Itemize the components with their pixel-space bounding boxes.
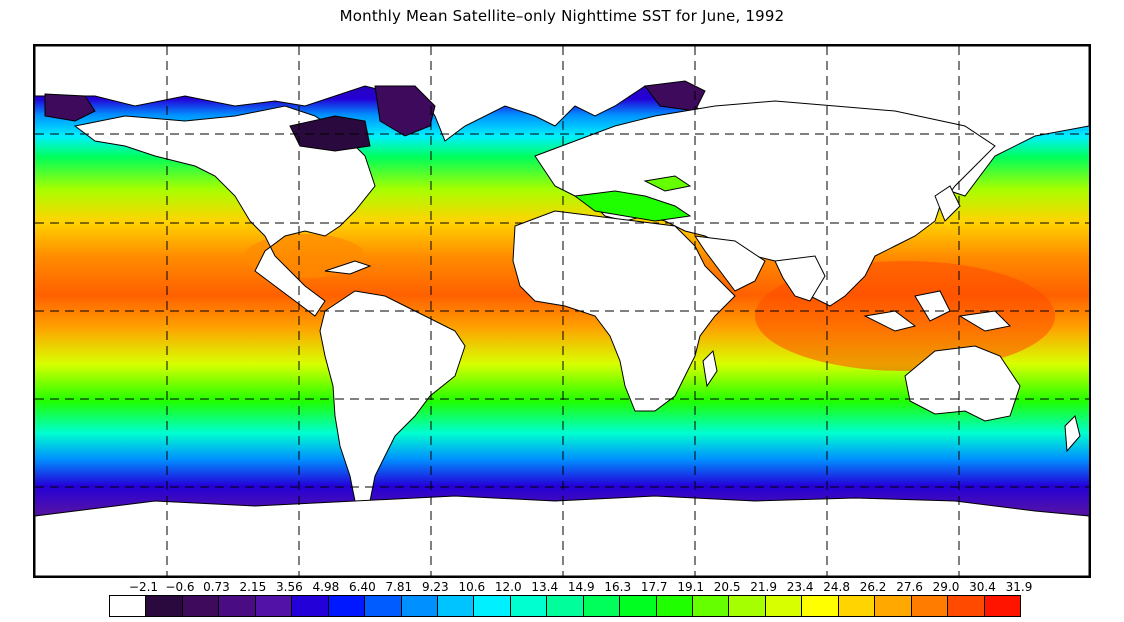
- legend-swatch: [693, 596, 730, 616]
- madagascar: [702, 349, 718, 388]
- arabian-peninsula: [693, 235, 766, 292]
- legend-label: 17.7: [640, 580, 668, 594]
- legend-swatch: [510, 596, 548, 616]
- legend-label: 16.3: [604, 580, 632, 594]
- legend-label: 9.23: [421, 580, 449, 594]
- legend-label: 23.4: [786, 580, 814, 594]
- legend-swatch: [328, 596, 366, 616]
- legend-label: 30.4: [969, 580, 996, 594]
- legend-label: −0.6: [165, 580, 195, 594]
- legend-label: 29.0: [932, 580, 960, 594]
- legend-labels: −2.1 −0.6 0.73 2.15 3.56 4.98 6.40 7.81 9.23 10.6…: [0, 580, 1124, 596]
- chart-title: Monthly Mean Satellite–only Nighttime SS…: [339, 7, 785, 25]
- legend-label: 7.81: [385, 580, 413, 594]
- japan: [934, 185, 961, 222]
- legend-swatch: [948, 596, 985, 616]
- legend-swatch: [437, 596, 475, 616]
- legend-swatch: [401, 596, 438, 616]
- legend-label: 31.9: [1005, 580, 1033, 594]
- legend-swatch: [875, 596, 912, 616]
- legend-swatch: [146, 596, 183, 616]
- legend-label: 10.6: [458, 580, 486, 594]
- legend-label: 24.8: [823, 580, 850, 594]
- legend-swatch: [620, 596, 657, 616]
- legend-swatch: [729, 596, 766, 616]
- kara-sea: [644, 80, 706, 112]
- new-guinea: [958, 310, 1012, 332]
- legend-swatch: [219, 596, 256, 616]
- legend-label: 4.98: [312, 580, 340, 594]
- legend-label: 12.0: [494, 580, 522, 594]
- legend-label: −2.1: [128, 580, 159, 594]
- graticule: [35, 46, 1089, 576]
- legend-swatch: [984, 596, 1020, 616]
- legend-swatch: [365, 596, 402, 616]
- legend-swatch: [182, 596, 220, 616]
- legend-swatch: [765, 596, 803, 616]
- legend-swatch: [292, 596, 329, 616]
- legend-label: 21.9: [750, 580, 777, 594]
- legend-label: 27.6: [896, 580, 923, 594]
- legend-swatch: [255, 596, 293, 616]
- mediterranean-sea: [573, 190, 692, 222]
- sst-map: [33, 44, 1091, 578]
- legend-swatch: [656, 596, 693, 616]
- legend-swatch: [547, 596, 584, 616]
- caribbean-islands: [324, 260, 372, 275]
- south-america: [319, 290, 466, 502]
- legend-label: 19.1: [677, 580, 705, 594]
- legend-label: 14.9: [567, 580, 595, 594]
- hudson-bay: [289, 115, 371, 152]
- legend-swatch: [110, 596, 147, 616]
- antarctica: [35, 495, 1089, 576]
- legend-swatch: [838, 596, 876, 616]
- legend-swatch: [911, 596, 949, 616]
- legend-label: 13.4: [531, 580, 559, 594]
- legend-swatch: [802, 596, 839, 616]
- baffin-bay: [374, 85, 436, 137]
- color-legend: [109, 595, 1021, 617]
- black-sea: [643, 175, 692, 192]
- legend-label: 3.56: [276, 580, 303, 594]
- legend-swatch: [583, 596, 621, 616]
- sst-map-svg: [35, 46, 1089, 576]
- india: [774, 255, 826, 302]
- australia: [904, 345, 1021, 422]
- new-zealand: [1064, 415, 1081, 453]
- legend-label: 20.5: [713, 580, 741, 594]
- legend-swatch: [474, 596, 511, 616]
- bering-area: [44, 93, 96, 122]
- legend-label: 0.73: [203, 580, 230, 594]
- legend-label: 2.15: [239, 580, 267, 594]
- legend-label: 6.40: [349, 580, 376, 594]
- legend-label: 26.2: [859, 580, 887, 594]
- sumatra: [863, 310, 917, 332]
